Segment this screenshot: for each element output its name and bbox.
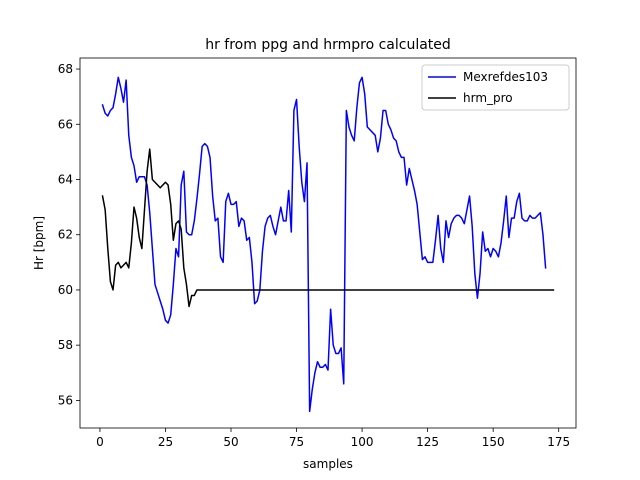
series-line-hrm-pro — [101, 148, 555, 308]
axes-frame — [79, 57, 577, 429]
x-axis-ticks: 0 25 50 75 100 125 150 175 — [96, 428, 570, 449]
legend-box — [421, 64, 570, 111]
plot-area: 0 25 50 75 100 125 150 175 56 58 60 62 64 66 68 — [58, 57, 577, 449]
x-tick-label: 75 — [289, 435, 304, 449]
y-tick-label: 58 — [58, 338, 73, 352]
legend-label-hrm-pro: hrm_pro — [463, 91, 513, 105]
y-tick-label: 60 — [58, 283, 73, 297]
x-tick-label: 125 — [416, 435, 439, 449]
x-tick-label: 150 — [482, 435, 505, 449]
series-line-mexrefdes103 — [101, 76, 547, 413]
y-tick-label: 56 — [58, 393, 73, 407]
x-tick-label: 50 — [223, 435, 238, 449]
legend-label-mexrefdes103: Mexrefdes103 — [463, 70, 548, 84]
x-tick-label: 25 — [158, 435, 173, 449]
y-tick-label: 66 — [58, 117, 73, 131]
y-tick-label: 62 — [58, 228, 73, 242]
legend: Mexrefdes103 hrm_pro — [421, 64, 570, 111]
y-axis-ticks: 56 58 60 62 64 66 68 — [58, 62, 80, 407]
y-tick-label: 68 — [58, 62, 73, 76]
y-axis-label: Hr [bpm] — [32, 216, 46, 270]
y-tick-label: 64 — [58, 172, 73, 186]
x-tick-label: 0 — [96, 435, 104, 449]
x-axis-label: samples — [303, 457, 353, 471]
series-layer — [101, 76, 555, 413]
x-tick-label: 175 — [547, 435, 570, 449]
chart-title: hr from ppg and hrmpro calculated — [205, 37, 451, 53]
x-tick-label: 100 — [351, 435, 374, 449]
